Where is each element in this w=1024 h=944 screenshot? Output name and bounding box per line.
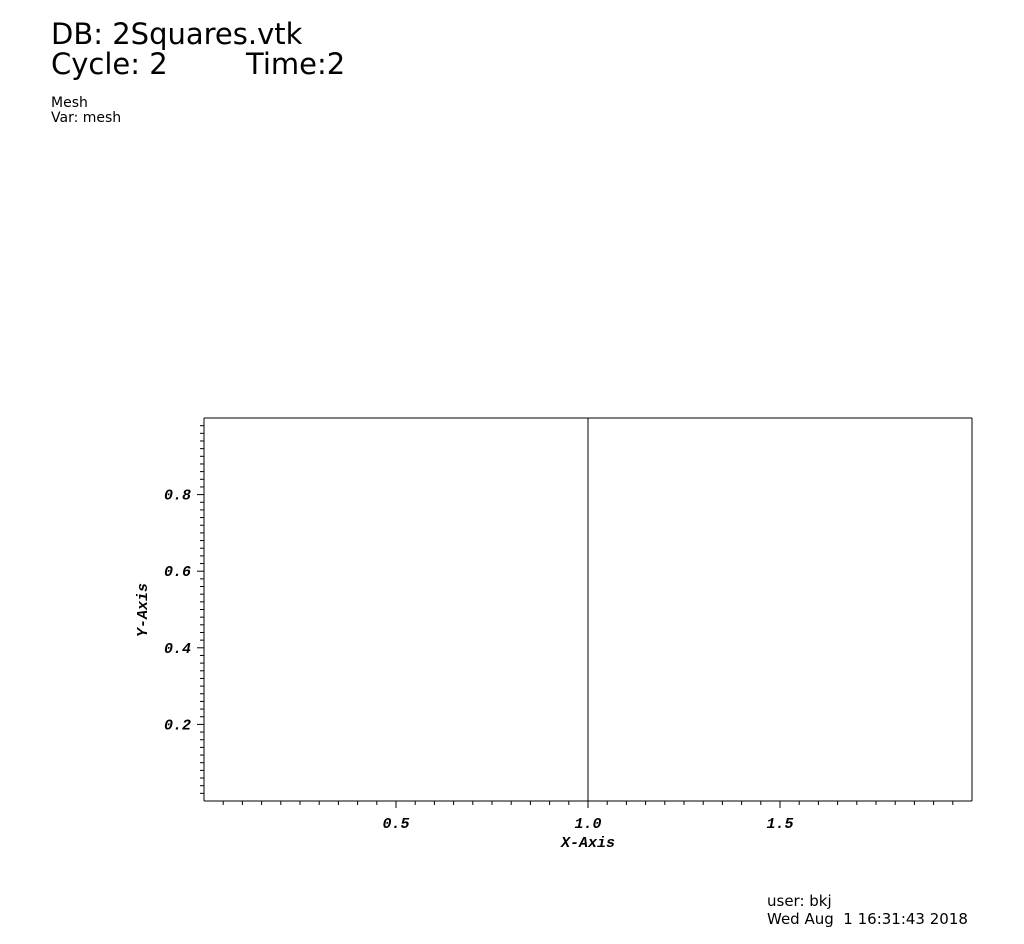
- cycle-label: Cycle: 2: [51, 47, 168, 81]
- x-tick-label: 0.5: [382, 816, 409, 833]
- variable-name: Var: mesh: [51, 110, 121, 126]
- time-label: Time:2: [245, 47, 345, 81]
- plot-name: Mesh: [51, 95, 88, 111]
- database-title: DB: 2Squares.vtk: [51, 17, 303, 51]
- date-label: Wed Aug 1 16:31:43 2018: [767, 910, 968, 928]
- user-label: user: bkj: [767, 892, 832, 910]
- y-tick-label: 0.2: [164, 717, 191, 734]
- x-tick-label: 1.0: [574, 816, 601, 833]
- y-axis-title: Y-Axis: [135, 583, 152, 637]
- x-tick-label: 1.5: [766, 816, 793, 833]
- y-tick-label: 0.6: [164, 564, 191, 581]
- y-tick-label: 0.4: [164, 641, 191, 658]
- x-axis-title: X-Axis: [560, 835, 615, 852]
- y-tick-label: 0.8: [164, 488, 191, 505]
